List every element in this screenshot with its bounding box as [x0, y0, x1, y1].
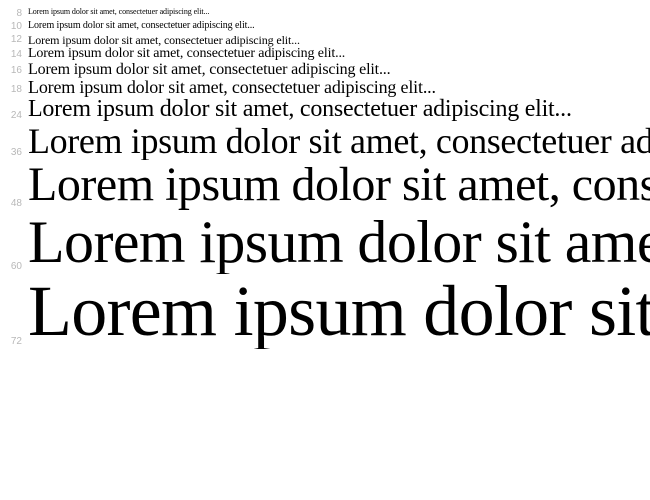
sample-row: 18 Lorem ipsum dolor sit amet, consectet… — [0, 78, 650, 97]
sample-row: 60 Lorem ipsum dolor sit amet, consectet… — [0, 211, 650, 274]
sample-text: Lorem ipsum dolor sit amet, consectetuer… — [28, 97, 572, 122]
sample-row: 12 Lorem ipsum dolor sit amet, consectet… — [0, 34, 650, 47]
size-label: 36 — [0, 147, 28, 160]
sample-text: Lorem ipsum dolor sit amet, consectetuer… — [28, 34, 300, 47]
size-label: 72 — [0, 336, 28, 349]
sample-row: 16 Lorem ipsum dolor sit amet, consectet… — [0, 62, 650, 79]
sample-row: 24 Lorem ipsum dolor sit amet, consectet… — [0, 97, 650, 122]
sample-text: Lorem ipsum dolor sit amet, consectetuer… — [28, 21, 255, 32]
sample-row: 14 Lorem ipsum dolor sit amet, consectet… — [0, 47, 650, 62]
sample-text: Lorem ipsum dolor sit amet, consectetuer… — [28, 160, 650, 210]
sample-text: Lorem ipsum dolor sit amet, consectetuer… — [28, 47, 345, 62]
font-waterfall: 8 Lorem ipsum dolor sit amet, consectetu… — [0, 0, 650, 349]
size-label: 48 — [0, 198, 28, 211]
sample-text: Lorem ipsum dolor sit amet, consectetuer… — [28, 8, 209, 16]
size-label: 14 — [0, 49, 28, 62]
sample-row: 48 Lorem ipsum dolor sit amet, consectet… — [0, 160, 650, 210]
sample-row: 8 Lorem ipsum dolor sit amet, consectetu… — [0, 8, 650, 21]
sample-text: Lorem ipsum dolor sit amet, consectetuer… — [28, 62, 390, 79]
size-label: 10 — [0, 21, 28, 34]
size-label: 18 — [0, 84, 28, 97]
size-label: 60 — [0, 261, 28, 274]
sample-text: Lorem ipsum dolor sit amet, consectetuer… — [28, 211, 650, 274]
sample-row: 72 Lorem ipsum dolor sit amet, consectet… — [0, 274, 650, 350]
size-label: 16 — [0, 65, 28, 78]
sample-row: 10 Lorem ipsum dolor sit amet, consectet… — [0, 21, 650, 34]
sample-text: Lorem ipsum dolor sit amet, consectetuer… — [28, 123, 650, 161]
size-label: 24 — [0, 110, 28, 123]
sample-row: 36 Lorem ipsum dolor sit amet, consectet… — [0, 123, 650, 161]
size-label: 8 — [0, 8, 28, 21]
sample-text: Lorem ipsum dolor sit amet, consectetuer… — [28, 274, 650, 350]
size-label: 12 — [0, 34, 28, 47]
sample-text: Lorem ipsum dolor sit amet, consectetuer… — [28, 78, 436, 97]
